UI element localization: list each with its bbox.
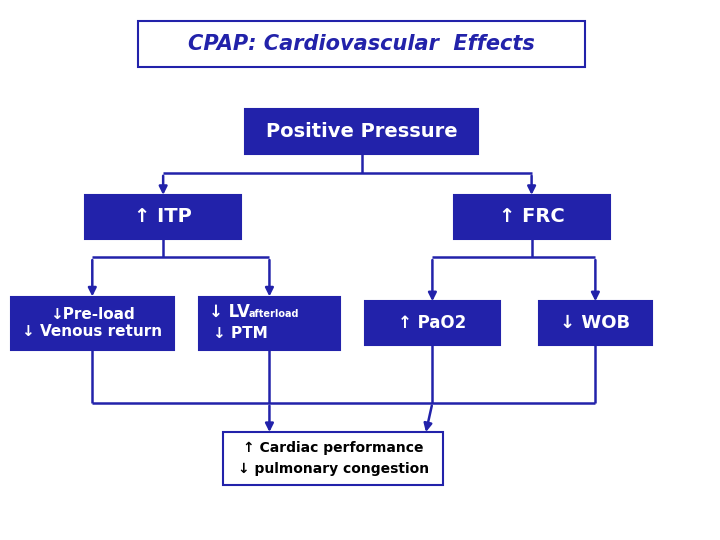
- Text: afterload: afterload: [248, 309, 299, 319]
- FancyBboxPatch shape: [199, 296, 341, 350]
- Text: CPAP: Cardiovascular  Effects: CPAP: Cardiovascular Effects: [188, 34, 535, 54]
- Text: ↓ pulmonary congestion: ↓ pulmonary congestion: [238, 462, 429, 476]
- Text: ↑ ITP: ↑ ITP: [134, 207, 192, 226]
- Text: ↓Pre-load
↓ Venous return: ↓Pre-load ↓ Venous return: [22, 307, 162, 339]
- FancyBboxPatch shape: [365, 301, 500, 345]
- Text: ↑ Cardiac performance: ↑ Cardiac performance: [243, 441, 423, 455]
- FancyBboxPatch shape: [223, 432, 443, 485]
- Text: ↓ LV: ↓ LV: [210, 302, 250, 320]
- FancyBboxPatch shape: [11, 296, 174, 350]
- FancyBboxPatch shape: [539, 301, 652, 345]
- Text: ↑ PaO2: ↑ PaO2: [398, 314, 467, 332]
- FancyBboxPatch shape: [245, 109, 479, 154]
- Text: ↓ PTM: ↓ PTM: [212, 326, 268, 341]
- Text: ↓ WOB: ↓ WOB: [560, 314, 631, 332]
- Text: ↑ FRC: ↑ FRC: [499, 207, 564, 226]
- FancyBboxPatch shape: [138, 22, 585, 66]
- FancyBboxPatch shape: [85, 195, 241, 239]
- FancyBboxPatch shape: [454, 195, 610, 239]
- Text: Positive Pressure: Positive Pressure: [266, 122, 457, 141]
